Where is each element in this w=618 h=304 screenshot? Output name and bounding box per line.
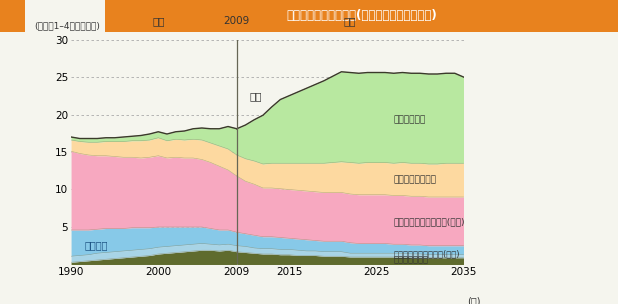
Text: 予想: 予想 xyxy=(344,16,357,26)
Text: 実績: 実績 xyxy=(152,16,164,26)
Text: シェールガスの急成長(米国の天然ガス生産量): シェールガスの急成長(米国の天然ガス生産量) xyxy=(286,9,437,22)
Text: 米国本土の在来型ガス(海底): 米国本土の在来型ガス(海底) xyxy=(394,250,460,258)
Text: 米国本土の在来型ガス(陸上): 米国本土の在来型ガス(陸上) xyxy=(394,217,465,226)
Text: アラスカ: アラスカ xyxy=(84,240,108,250)
Text: 2009: 2009 xyxy=(224,16,250,26)
Text: (年): (年) xyxy=(467,296,481,304)
Text: (単位：1–4方フィート): (単位：1–4方フィート) xyxy=(34,22,99,30)
Text: タイトサンドガス: タイトサンドガス xyxy=(394,176,437,185)
Text: シェールガス: シェールガス xyxy=(394,116,426,125)
Text: 合計: 合計 xyxy=(250,92,263,102)
Text: コールドメタン: コールドメタン xyxy=(394,255,429,264)
Bar xyxy=(105,0,618,32)
Bar xyxy=(0,0,25,32)
